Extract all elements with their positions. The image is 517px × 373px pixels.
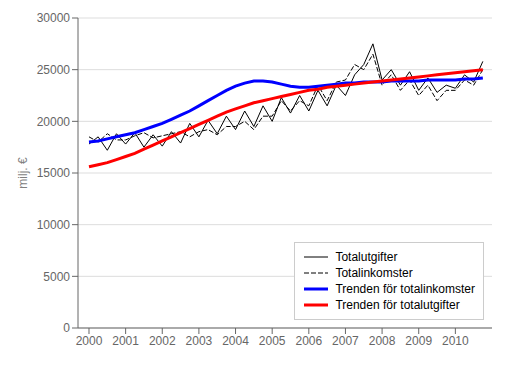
svg-text:2004: 2004 <box>222 334 249 348</box>
svg-text:2005: 2005 <box>259 334 286 348</box>
svg-text:20000: 20000 <box>37 115 71 129</box>
svg-text:0: 0 <box>63 321 70 335</box>
html-text:Totalinkomster: Totalinkomster <box>335 266 413 280</box>
svg-text:2009: 2009 <box>405 334 432 348</box>
svg-text:milj. €: milj. € <box>16 157 30 189</box>
svg-text:5000: 5000 <box>43 270 70 284</box>
svg-text:15000: 15000 <box>37 166 71 180</box>
svg-text:2000: 2000 <box>76 334 103 348</box>
svg-text:2007: 2007 <box>332 334 359 348</box>
html-text:Totalutgifter: Totalutgifter <box>335 250 398 264</box>
svg-text:10000: 10000 <box>37 218 71 232</box>
svg-text:30000: 30000 <box>37 11 71 25</box>
svg-text:2006: 2006 <box>295 334 322 348</box>
svg-text:25000: 25000 <box>37 63 71 77</box>
html-text:Trenden för totalutgifter: Trenden för totalutgifter <box>335 298 460 312</box>
svg-text:2002: 2002 <box>149 334 176 348</box>
svg-text:2010: 2010 <box>442 334 469 348</box>
svg-text:2008: 2008 <box>369 334 396 348</box>
svg-text:2001: 2001 <box>112 334 139 348</box>
svg-text:2003: 2003 <box>186 334 213 348</box>
html-text:Trenden för totalinkomster: Trenden för totalinkomster <box>335 282 475 296</box>
